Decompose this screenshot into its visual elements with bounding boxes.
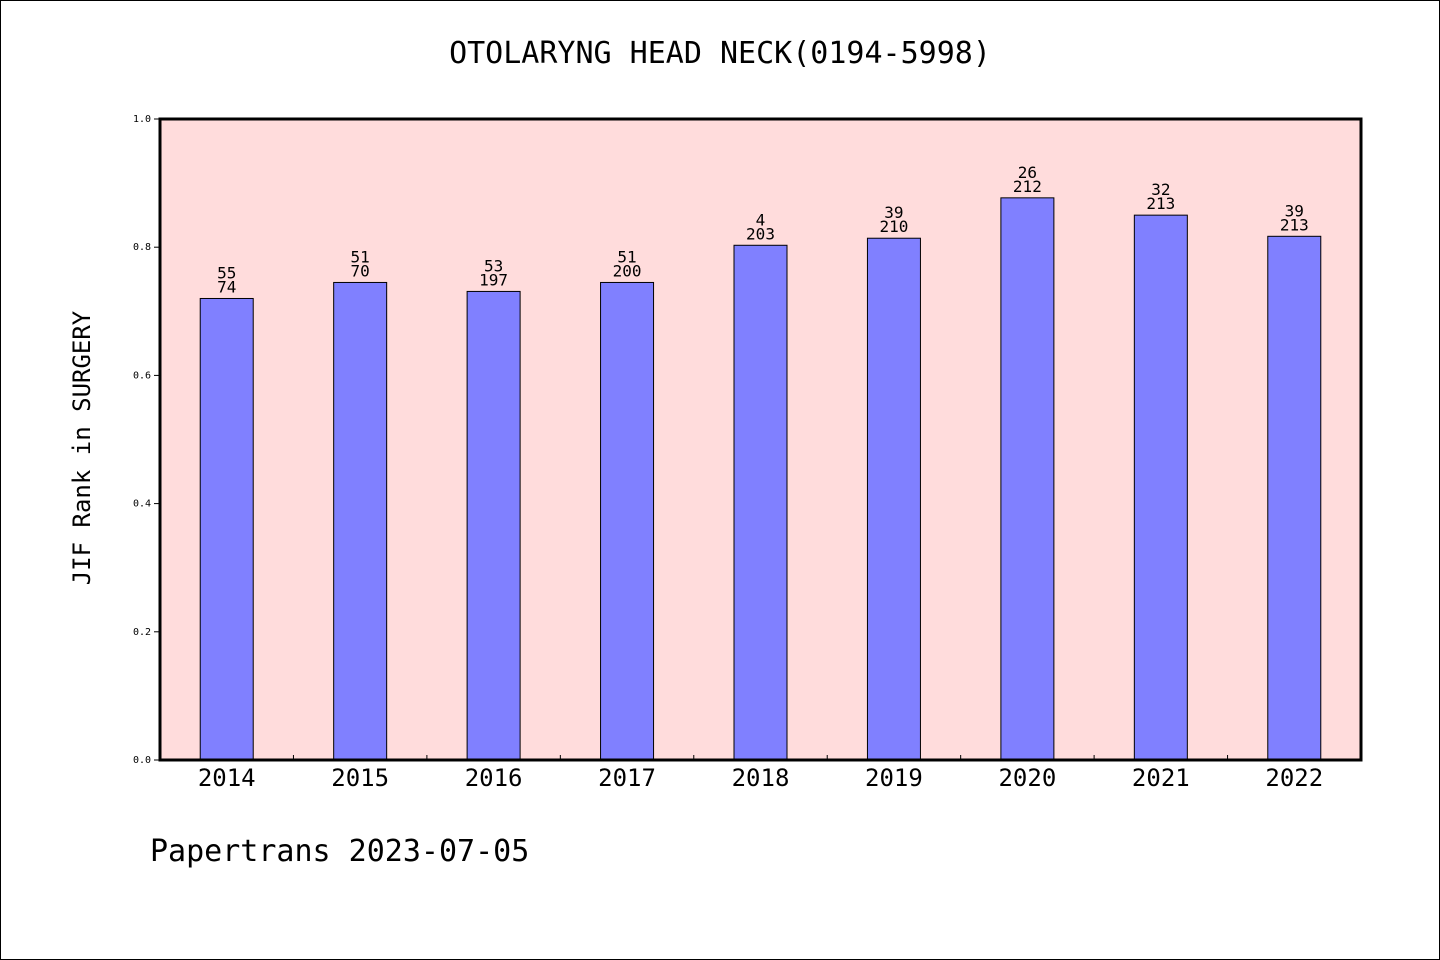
- y-tick-label: 0.0: [133, 755, 151, 766]
- bar: [333, 281, 388, 761]
- total-label: 200: [613, 261, 642, 280]
- x-tick-label: 2021: [1132, 764, 1190, 792]
- y-tick-label: 0.8: [133, 242, 151, 253]
- x-tick-label: 2018: [732, 764, 790, 792]
- total-label: 203: [746, 224, 775, 243]
- bar: [866, 237, 921, 761]
- y-tick-label: 0.6: [133, 370, 151, 381]
- rank-label: 51: [617, 247, 636, 266]
- plot-border: [158, 117, 1363, 762]
- rank-label: 4: [756, 210, 766, 229]
- bar: [600, 281, 655, 761]
- rank-label: 55: [217, 263, 236, 282]
- total-label: 213: [1146, 194, 1175, 213]
- total-label: 213: [1280, 215, 1309, 234]
- bar: [733, 244, 788, 761]
- rank-label: 51: [351, 247, 370, 266]
- rank-label: 39: [1285, 201, 1304, 220]
- bar: [199, 297, 254, 761]
- x-tick-label: 2017: [598, 764, 656, 792]
- x-tick-label: 2014: [198, 764, 256, 792]
- rank-label: 26: [1018, 163, 1037, 182]
- bar: [1267, 235, 1322, 761]
- total-label: 197: [479, 270, 508, 289]
- total-label: 212: [1013, 177, 1042, 196]
- chart-title: OTOLARYNG HEAD NECK(0194-5998): [449, 36, 991, 71]
- rank-label: 39: [884, 203, 903, 222]
- footer-text: Papertrans 2023-07-05: [150, 834, 530, 869]
- rank-label: 32: [1151, 180, 1170, 199]
- total-label: 210: [879, 217, 908, 236]
- bar: [1133, 214, 1188, 761]
- x-tick-label: 2022: [1265, 764, 1323, 792]
- total-label: 70: [351, 261, 370, 280]
- y-tick-label: 0.2: [133, 627, 151, 638]
- y-tick-label: 1.0: [133, 114, 151, 125]
- rank-label: 53: [484, 256, 503, 275]
- total-label: 74: [217, 277, 236, 296]
- x-tick-label: 2020: [998, 764, 1056, 792]
- x-tick-label: 2015: [331, 764, 389, 792]
- bar: [466, 290, 521, 761]
- y-tick-label: 0.4: [133, 499, 151, 510]
- bar: [1000, 197, 1055, 761]
- x-tick-label: 2019: [865, 764, 923, 792]
- x-tick-label: 2016: [465, 764, 523, 792]
